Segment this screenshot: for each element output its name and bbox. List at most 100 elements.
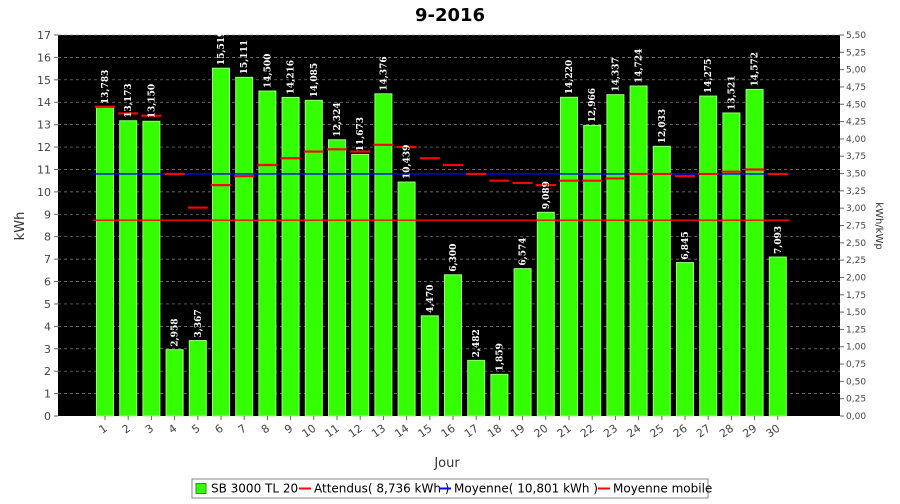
bar <box>699 95 718 417</box>
y2-tick-label: 2,00 <box>846 273 866 283</box>
x-tick-label: 22 <box>578 422 597 441</box>
x-tick-label: 7 <box>236 422 249 437</box>
y2-tick-label: 2,25 <box>846 256 866 266</box>
bar-value-label: 4,470 <box>426 285 436 313</box>
y2-tick-label: 4,25 <box>846 118 866 128</box>
y-tick-label: 1 <box>44 388 51 401</box>
x-tick-label: 13 <box>369 422 388 441</box>
x-tick-label: 17 <box>462 422 481 441</box>
x-tick-label: 20 <box>532 422 551 441</box>
bar <box>629 85 648 417</box>
legend-swatch <box>195 483 207 494</box>
y-tick-label: 11 <box>37 163 51 176</box>
moving-average-series <box>95 105 788 209</box>
legend-label: Moyenne( 10,801 kWh ) <box>454 482 598 496</box>
bar-value-label: 14,500 <box>263 54 273 88</box>
y2-tick-label: 3,75 <box>846 152 866 162</box>
bar <box>652 145 671 417</box>
y-tick-label: 0 <box>44 410 51 423</box>
y2-tick-label: 3,25 <box>846 187 866 197</box>
bar <box>583 124 602 417</box>
x-tick-label: 11 <box>323 422 342 441</box>
legend-label: SB 3000 TL 20 <box>211 482 298 496</box>
y-tick-label: 12 <box>37 141 51 154</box>
bar <box>467 359 486 417</box>
y2-tick-label: 2,75 <box>846 222 866 232</box>
bar <box>397 181 416 417</box>
bar <box>745 88 764 417</box>
bar-value-label: 13,783 <box>101 70 111 104</box>
y2-tick-label: 0,50 <box>846 377 866 387</box>
bar <box>281 96 300 417</box>
y2-tick-label: 0,25 <box>846 395 866 405</box>
y2-tick-label: 2,50 <box>846 239 866 249</box>
x-tick-label: 10 <box>300 422 319 441</box>
bar-value-label: 6,574 <box>519 237 529 265</box>
x-tick-label: 19 <box>508 422 527 441</box>
y2-tick-label: 4,00 <box>846 135 866 145</box>
x-tick-label: 3 <box>143 422 156 437</box>
bar-value-label: 12,966 <box>588 88 598 122</box>
bar-value-label: 14,376 <box>379 56 389 90</box>
x-tick-label: 16 <box>439 422 458 441</box>
bar <box>560 96 578 417</box>
y2-tick-label: 0,75 <box>846 360 866 370</box>
x-tick-label: 4 <box>166 422 179 437</box>
x-tick-label: 1 <box>97 422 110 437</box>
x-tick-label: 5 <box>189 422 202 437</box>
bar <box>258 90 277 417</box>
x-tick-label: 21 <box>555 422 574 441</box>
y-tick-label: 8 <box>44 231 51 244</box>
x-tick-label: 14 <box>392 422 411 441</box>
bar <box>722 112 741 417</box>
y-tick-label: 14 <box>37 96 51 109</box>
y2-tick-label: 1,25 <box>846 325 866 335</box>
y-tick-label: 3 <box>44 343 51 356</box>
x-tick-label: 29 <box>740 422 759 441</box>
legend: SB 3000 TL 20 Attendus( 8,736 kWh ) Moyenn… <box>191 478 712 499</box>
x-tick-label: 23 <box>601 422 620 441</box>
x-tick-label: 30 <box>764 422 783 441</box>
bar <box>165 349 184 417</box>
y2-tick-label: 1,50 <box>846 308 866 318</box>
bar <box>304 99 323 417</box>
y-tick-label: 4 <box>44 320 51 333</box>
bar <box>420 315 439 417</box>
y2-tick-label: 4,50 <box>846 100 866 110</box>
y2-tick-label: 5,50 <box>846 31 866 41</box>
bar <box>513 268 532 417</box>
y-axis-label: kWh <box>13 212 28 241</box>
bar-value-labels: 13,783 13,173 13,150 2,958 3,367 15,519 15,111… <box>101 31 784 372</box>
bar <box>374 93 393 417</box>
y2-tick-label: 4,75 <box>846 83 866 93</box>
x-tick-label: 25 <box>648 422 667 441</box>
bar <box>768 256 787 417</box>
bar <box>351 153 370 417</box>
bar-value-label: 14,724 <box>635 49 645 83</box>
bar-value-label: 13,173 <box>124 83 134 117</box>
y-tick-label: 17 <box>37 29 51 42</box>
bar <box>119 120 138 417</box>
y2-axis-ticks: 0,00 0,25 0,50 0,75 1,00 1,25 1,50 1,75 2,00 2,25… <box>840 31 866 422</box>
y-tick-label: 15 <box>37 74 51 87</box>
legend-label: Attendus( 8,736 kWh ) <box>314 482 449 496</box>
x-tick-label: 18 <box>485 422 504 441</box>
y-tick-label: 6 <box>44 276 51 289</box>
x-tick-label: 9 <box>282 422 295 437</box>
bar-value-label: 15,519 <box>217 31 227 65</box>
y-tick-label: 2 <box>44 365 51 378</box>
x-tick-label: 26 <box>671 422 690 441</box>
bar-value-label: 11,673 <box>356 117 366 151</box>
bar-value-label: 2,482 <box>472 329 482 357</box>
bar <box>606 94 625 417</box>
y2-tick-label: 5,25 <box>846 48 866 58</box>
y-tick-label: 13 <box>37 119 51 132</box>
x-tick-label: 28 <box>717 422 736 441</box>
bar <box>490 373 509 417</box>
legend-label: Moyenne mobile <box>613 482 712 496</box>
y-tick-label: 5 <box>44 298 51 311</box>
bar <box>96 106 114 417</box>
y2-tick-label: 1,75 <box>846 291 866 301</box>
